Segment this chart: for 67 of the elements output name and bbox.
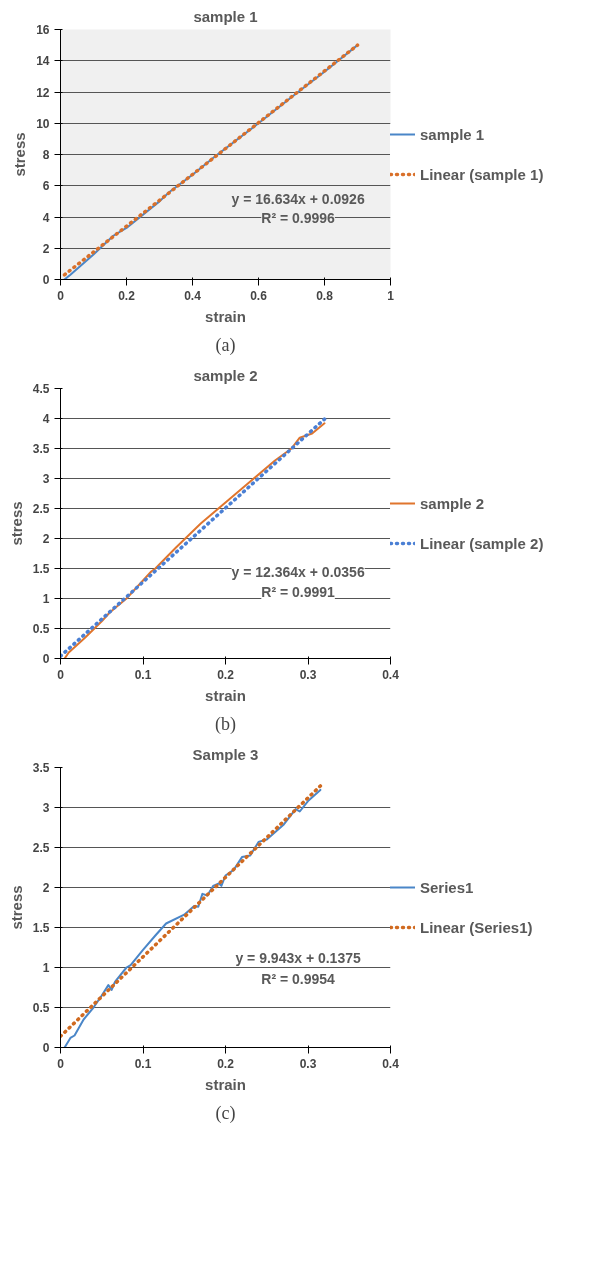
x-axis-title: strain — [205, 686, 246, 704]
annotation: y = 9.943x + 0.1375 — [235, 950, 361, 967]
x-tick-label: 0 — [57, 288, 65, 303]
y-tick-label: 10 — [36, 116, 50, 131]
x-tick-label: 0.6 — [250, 288, 268, 303]
x-tick-label: 0.1 — [134, 1056, 152, 1071]
y-tick-label: 3 — [42, 472, 50, 486]
chart-title: sample 2 — [193, 366, 258, 384]
y-tick-label: 2 — [42, 241, 50, 256]
legend-label: Series1 — [420, 878, 474, 896]
y-tick-label: 3.5 — [32, 761, 50, 775]
y-tick-label: 2 — [42, 881, 50, 895]
y-axis-title: stress — [7, 501, 25, 546]
x-axis-title: strain — [205, 1075, 246, 1093]
x-tick-label: 0 — [57, 1056, 65, 1071]
y-tick-label: 0.5 — [32, 622, 50, 636]
x-tick-label: 0.2 — [118, 288, 136, 303]
chart-title: Sample 3 — [192, 745, 259, 763]
y-tick-label: 6 — [42, 179, 50, 194]
y-tick-label: 0 — [42, 273, 50, 287]
y-tick-label: 2 — [42, 532, 50, 546]
annotation: R² = 0.9991 — [261, 584, 336, 601]
y-tick-label: 1.5 — [32, 921, 50, 935]
y-tick-label: 3 — [42, 801, 50, 815]
y-tick-label: 16 — [36, 23, 50, 37]
y-tick-label: 3.5 — [32, 442, 50, 456]
y-tick-label: 1 — [42, 592, 50, 606]
annotation: y = 12.364x + 0.0356 — [231, 564, 365, 581]
annotation: R² = 0.9996 — [261, 209, 336, 226]
legend-label: Linear (Series1) — [420, 918, 533, 936]
x-tick-label: 0 — [57, 667, 65, 682]
x-tick-label: 0.1 — [134, 667, 152, 682]
x-axis-title: strain — [205, 307, 246, 325]
y-tick-label: 4 — [42, 412, 50, 426]
y-tick-label: 0 — [42, 1041, 50, 1055]
chart-title: sample 1 — [193, 7, 258, 25]
y-tick-label: 14 — [36, 54, 50, 69]
x-tick-label: 1 — [387, 288, 395, 303]
x-tick-label: 0.4 — [382, 667, 400, 682]
y-tick-label: 2.5 — [32, 502, 50, 516]
y-tick-label: 4.5 — [32, 382, 50, 396]
text: (b) — [215, 713, 237, 735]
y-tick-label: 8 — [42, 148, 50, 162]
x-tick-label: 0.8 — [316, 288, 334, 303]
x-tick-label: 0.3 — [299, 667, 317, 682]
x-tick-label: 0.2 — [217, 667, 235, 682]
y-axis-title: stress — [11, 132, 29, 177]
text: (a) — [215, 334, 236, 356]
x-tick-label: 0.2 — [217, 1056, 235, 1071]
y-tick-label: 0 — [42, 652, 50, 666]
x-tick-label: 0.4 — [184, 288, 202, 303]
legend-label: Linear (sample 2) — [420, 534, 544, 552]
y-tick-label: 12 — [36, 85, 50, 100]
legend-label: sample 2 — [420, 494, 485, 512]
y-tick-label: 4 — [42, 210, 50, 225]
y-tick-label: 1.5 — [32, 562, 50, 576]
legend-label: sample 1 — [420, 125, 485, 143]
annotation: R² = 0.9954 — [261, 971, 336, 988]
text: (c) — [215, 1102, 236, 1124]
y-tick-label: 1 — [42, 961, 50, 975]
x-tick-label: 0.4 — [382, 1056, 400, 1071]
y-axis-title: stress — [7, 885, 25, 930]
y-tick-label: 0.5 — [32, 1001, 50, 1015]
annotation: y = 16.634x + 0.0926 — [231, 191, 365, 207]
x-tick-label: 0.3 — [299, 1056, 317, 1071]
legend-label: Linear (sample 1) — [420, 165, 544, 183]
y-tick-label: 2.5 — [32, 841, 50, 855]
